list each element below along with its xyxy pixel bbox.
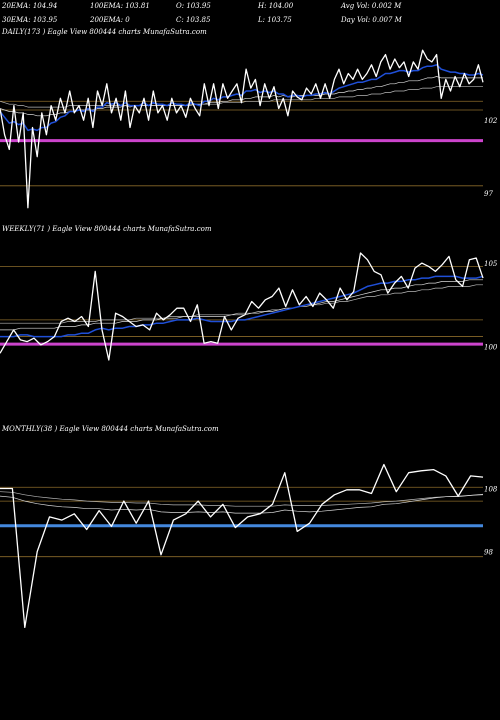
weekly-ema-mid-line bbox=[0, 279, 483, 331]
header-low: L: 103.75 bbox=[258, 16, 292, 24]
daily-chart-title: DAILY(173 ) Eagle View 800444 charts Mun… bbox=[2, 28, 207, 36]
daily-ema-fast-line bbox=[0, 64, 484, 132]
weekly-panel: 105 100 bbox=[0, 252, 498, 361]
header-20ema: 20EMA: 104.94 bbox=[2, 2, 58, 10]
weekly-price-line bbox=[0, 252, 484, 361]
weekly-y-tick-1: 100 bbox=[484, 344, 498, 352]
header-30ema: 30EMA: 103.95 bbox=[2, 16, 58, 24]
weekly-chart-title: WEEKLY(71 ) Eagle View 800444 charts Mun… bbox=[2, 225, 212, 233]
monthly-price-line bbox=[0, 463, 484, 629]
header-100ema: 100EMA: 103.81 bbox=[90, 2, 150, 10]
monthly-ema-slow-line bbox=[0, 491, 484, 507]
weekly-ema-slow-line bbox=[0, 284, 483, 324]
monthly-y-tick-1: 98 bbox=[484, 549, 493, 557]
daily-price-line bbox=[0, 49, 484, 209]
daily-panel: 102 97 bbox=[0, 49, 498, 209]
weekly-y-tick-0: 105 bbox=[484, 260, 498, 268]
header-close: C: 103.85 bbox=[176, 16, 211, 24]
header-avg-vol: Avg Vol: 0.002 M bbox=[341, 2, 402, 10]
monthly-y-tick-0: 108 bbox=[484, 486, 498, 494]
weekly-ema-fast-line bbox=[0, 275, 484, 338]
daily-y-tick-0: 102 bbox=[484, 117, 498, 125]
monthly-ema-mid-line bbox=[0, 493, 484, 514]
monthly-panel: 108 98 bbox=[0, 463, 498, 629]
monthly-chart-title: MONTHLY(38 ) Eagle View 800444 charts Mu… bbox=[2, 425, 219, 433]
header-open: O: 103.95 bbox=[176, 2, 211, 10]
daily-y-tick-1: 97 bbox=[484, 190, 493, 198]
header-high: H: 104.00 bbox=[258, 2, 294, 10]
header-day-vol: Day Vol: 0.007 M bbox=[341, 16, 402, 24]
header-200ema: 200EMA: 0 bbox=[90, 16, 130, 24]
